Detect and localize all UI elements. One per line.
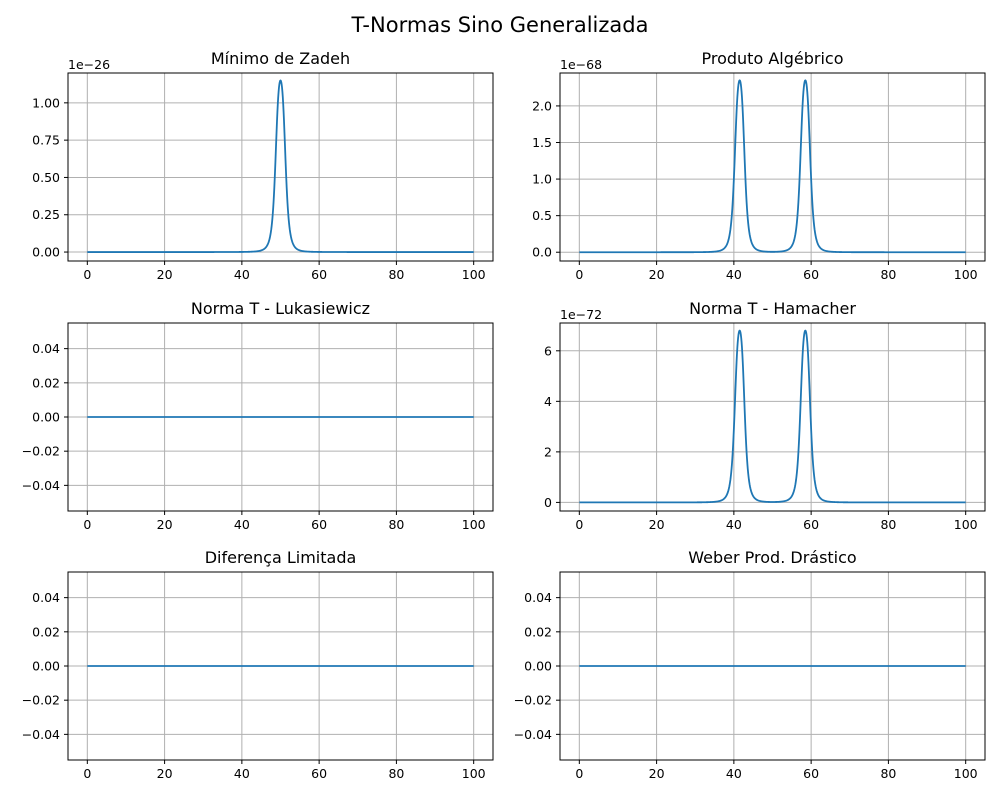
x-tick-label: 60 [311, 517, 327, 532]
subplot-1: Mínimo de Zadeh 1e−26 0 20 40 60 80 100 0.00 0.25… [32, 49, 494, 282]
x-tick-label: 80 [880, 517, 896, 532]
x-tick-label: 60 [803, 517, 819, 532]
x-tick-label: 20 [649, 517, 665, 532]
x-tick-label: 60 [311, 267, 327, 282]
subplot-title: Mínimo de Zadeh [211, 49, 350, 68]
y-tick-label: 6 [544, 343, 552, 358]
y-tick-label: 0.75 [32, 133, 60, 148]
y-tick-label: 2 [544, 444, 552, 459]
x-tick-label: 100 [954, 267, 978, 282]
y-tick-label: 2.0 [532, 98, 552, 113]
x-tick-label: 0 [575, 517, 583, 532]
y-tick-label: 0.00 [524, 659, 552, 674]
y-tick-label: 0.02 [32, 375, 60, 390]
x-tick-label: 80 [880, 766, 896, 781]
subplot-2: Produto Algébrico 1e−68 0 20 40 60 80 100 0.0 0.5… [532, 49, 986, 282]
subplot-title: Weber Prod. Drástico [688, 548, 856, 567]
subplot-title: Norma T - Lukasiewicz [191, 299, 370, 318]
y-tick-label: 0.04 [524, 590, 552, 605]
x-tick-label: 60 [803, 766, 819, 781]
series-line [578, 329, 967, 504]
x-tick-label: 40 [726, 517, 742, 532]
y-tick-label: 0.00 [32, 410, 60, 425]
y-tick-label: 4 [544, 394, 552, 409]
y-tick-label: 0.02 [32, 624, 60, 639]
x-tick-label: 100 [462, 517, 486, 532]
y-tick-label: −0.04 [514, 727, 552, 742]
subplot-3: Norma T - Lukasiewicz 0 20 40 60 80 100 −0.04 −0… [22, 299, 494, 532]
y-tick-label: −0.02 [22, 444, 60, 459]
axis-offset-label: 1e−72 [560, 307, 602, 322]
x-tick-label: 100 [954, 766, 978, 781]
y-tick-label: 0.5 [532, 208, 552, 223]
y-tick-label: 0.25 [32, 207, 60, 222]
x-tick-label: 20 [649, 766, 665, 781]
subplot-6: Weber Prod. Drástico 0 20 40 60 80 100 −0.04 −0.… [514, 548, 986, 781]
x-tick-label: 40 [234, 766, 250, 781]
y-tick-label: 0 [544, 495, 552, 510]
x-tick-label: 20 [649, 267, 665, 282]
x-tick-label: 0 [83, 267, 91, 282]
y-tick-label: −0.02 [514, 693, 552, 708]
x-tick-label: 100 [462, 766, 486, 781]
series-line [578, 79, 967, 254]
x-tick-label: 100 [954, 517, 978, 532]
y-tick-label: 0.0 [532, 245, 552, 260]
y-tick-label: 0.50 [32, 170, 60, 185]
y-tick-label: −0.02 [22, 693, 60, 708]
y-tick-label: −0.04 [22, 727, 60, 742]
axis-offset-label: 1e−68 [560, 57, 602, 72]
x-tick-label: 20 [157, 517, 173, 532]
subplot-5: Diferença Limitada 0 20 40 60 80 100 −0.04 −0.02… [22, 548, 494, 781]
y-tick-label: 1.5 [532, 135, 552, 150]
x-tick-label: 60 [803, 267, 819, 282]
axis-offset-label: 1e−26 [68, 57, 110, 72]
axes-frame [67, 72, 494, 262]
x-tick-label: 40 [726, 766, 742, 781]
axes-frame [559, 72, 986, 262]
x-tick-label: 80 [880, 267, 896, 282]
x-tick-label: 0 [83, 517, 91, 532]
x-tick-label: 20 [157, 766, 173, 781]
y-tick-label: 0.00 [32, 245, 60, 260]
x-tick-label: 100 [462, 267, 486, 282]
x-tick-label: 80 [388, 267, 404, 282]
x-tick-label: 40 [726, 267, 742, 282]
y-tick-label: 0.04 [32, 341, 60, 356]
axes-frame [559, 322, 986, 512]
x-tick-label: 80 [388, 766, 404, 781]
y-tick-label: 0.00 [32, 659, 60, 674]
y-tick-label: 0.02 [524, 624, 552, 639]
x-tick-label: 40 [234, 267, 250, 282]
subplot-4: Norma T - Hamacher 1e−72 0 20 40 60 80 100 0 2 4 6 [544, 299, 986, 532]
y-tick-label: 1.00 [32, 95, 60, 110]
y-tick-label: −0.04 [22, 478, 60, 493]
subplot-title: Diferença Limitada [205, 548, 357, 567]
x-tick-label: 0 [575, 766, 583, 781]
series-line [86, 79, 475, 253]
x-tick-label: 80 [388, 517, 404, 532]
subplot-title: Produto Algébrico [702, 49, 844, 68]
x-tick-label: 40 [234, 517, 250, 532]
y-tick-label: 0.04 [32, 590, 60, 605]
subplot-title: Norma T - Hamacher [689, 299, 856, 318]
x-tick-label: 60 [311, 766, 327, 781]
y-tick-label: 1.0 [532, 172, 552, 187]
figure-title: T-Normas Sino Generalizada [351, 13, 649, 37]
x-tick-label: 0 [575, 267, 583, 282]
x-tick-label: 0 [83, 766, 91, 781]
x-tick-label: 20 [157, 267, 173, 282]
